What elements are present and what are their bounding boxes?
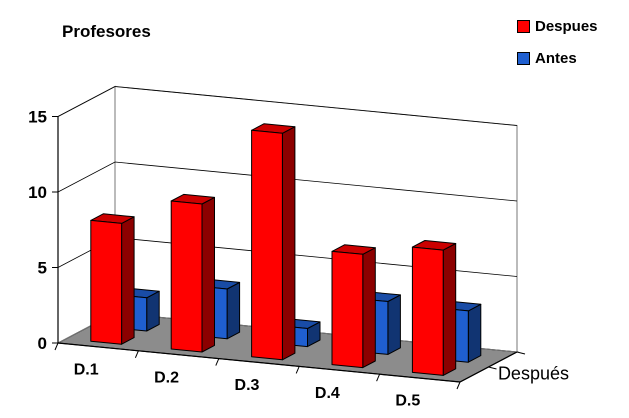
x-tick-5 bbox=[456, 381, 461, 390]
x-tick-2 bbox=[215, 358, 220, 366]
bar-despues-d3-front bbox=[251, 129, 283, 361]
x-tick-4 bbox=[376, 374, 381, 382]
bar-despues-d2-side bbox=[201, 196, 215, 353]
x-tick-label-4: D.5 bbox=[395, 393, 420, 410]
legend-swatch-antes bbox=[517, 51, 530, 65]
legend-swatch-despues bbox=[517, 19, 530, 33]
bar-despues-d5-front bbox=[411, 246, 444, 376]
bar-despues-d1-front bbox=[90, 219, 123, 345]
bar-despues-d1-side bbox=[121, 216, 135, 345]
y-tick-label-3: 15 bbox=[28, 108, 47, 127]
x-tick-label-1: D.2 bbox=[154, 369, 179, 386]
legend-label-antes: Antes bbox=[535, 49, 577, 67]
bar-despues-d4 bbox=[331, 244, 376, 369]
legend-label-despues: Despues bbox=[535, 17, 598, 35]
bar-despues-d5 bbox=[411, 240, 457, 376]
x-tick-1 bbox=[134, 350, 139, 358]
gridline-2 bbox=[57, 161, 518, 202]
x-tick-label-3: D.4 bbox=[315, 385, 340, 402]
x-tick-label-2: D.3 bbox=[235, 377, 260, 394]
x-tick-label-0: D.1 bbox=[74, 362, 99, 379]
chart-title: Profesores bbox=[62, 22, 151, 41]
bar-despues-d3 bbox=[251, 123, 296, 361]
depth-axis-label: Después bbox=[498, 364, 569, 384]
x-tick-0 bbox=[54, 342, 59, 351]
x-tick-3 bbox=[295, 366, 300, 374]
bar-despues-d5-side bbox=[442, 243, 457, 376]
bar-despues-d2-front bbox=[170, 200, 203, 353]
bar-antes-d4-side bbox=[387, 294, 401, 355]
depth-tick-1 bbox=[516, 351, 526, 355]
gridline-3 bbox=[57, 86, 518, 126]
y-tick-label-1: 5 bbox=[38, 259, 47, 278]
bar-antes-d2-side bbox=[226, 281, 241, 340]
y-tick-label-2: 10 bbox=[28, 183, 47, 202]
x-axis bbox=[57, 342, 461, 383]
depth-tick-0 bbox=[488, 366, 497, 370]
bar-despues-d2 bbox=[170, 193, 215, 353]
bar-despues-d4-front bbox=[331, 250, 364, 369]
y-tick-label-0: 0 bbox=[38, 334, 47, 353]
bar-despues-d1 bbox=[90, 213, 135, 345]
bar-despues-d4-side bbox=[362, 247, 376, 369]
legend-item-antes: Antes bbox=[517, 48, 598, 68]
bar-antes-d5-side bbox=[467, 303, 482, 363]
legend-item-despues: Despues bbox=[517, 16, 598, 36]
bar-despues-d3-side bbox=[281, 126, 296, 361]
legend: Despues Antes bbox=[517, 16, 598, 80]
